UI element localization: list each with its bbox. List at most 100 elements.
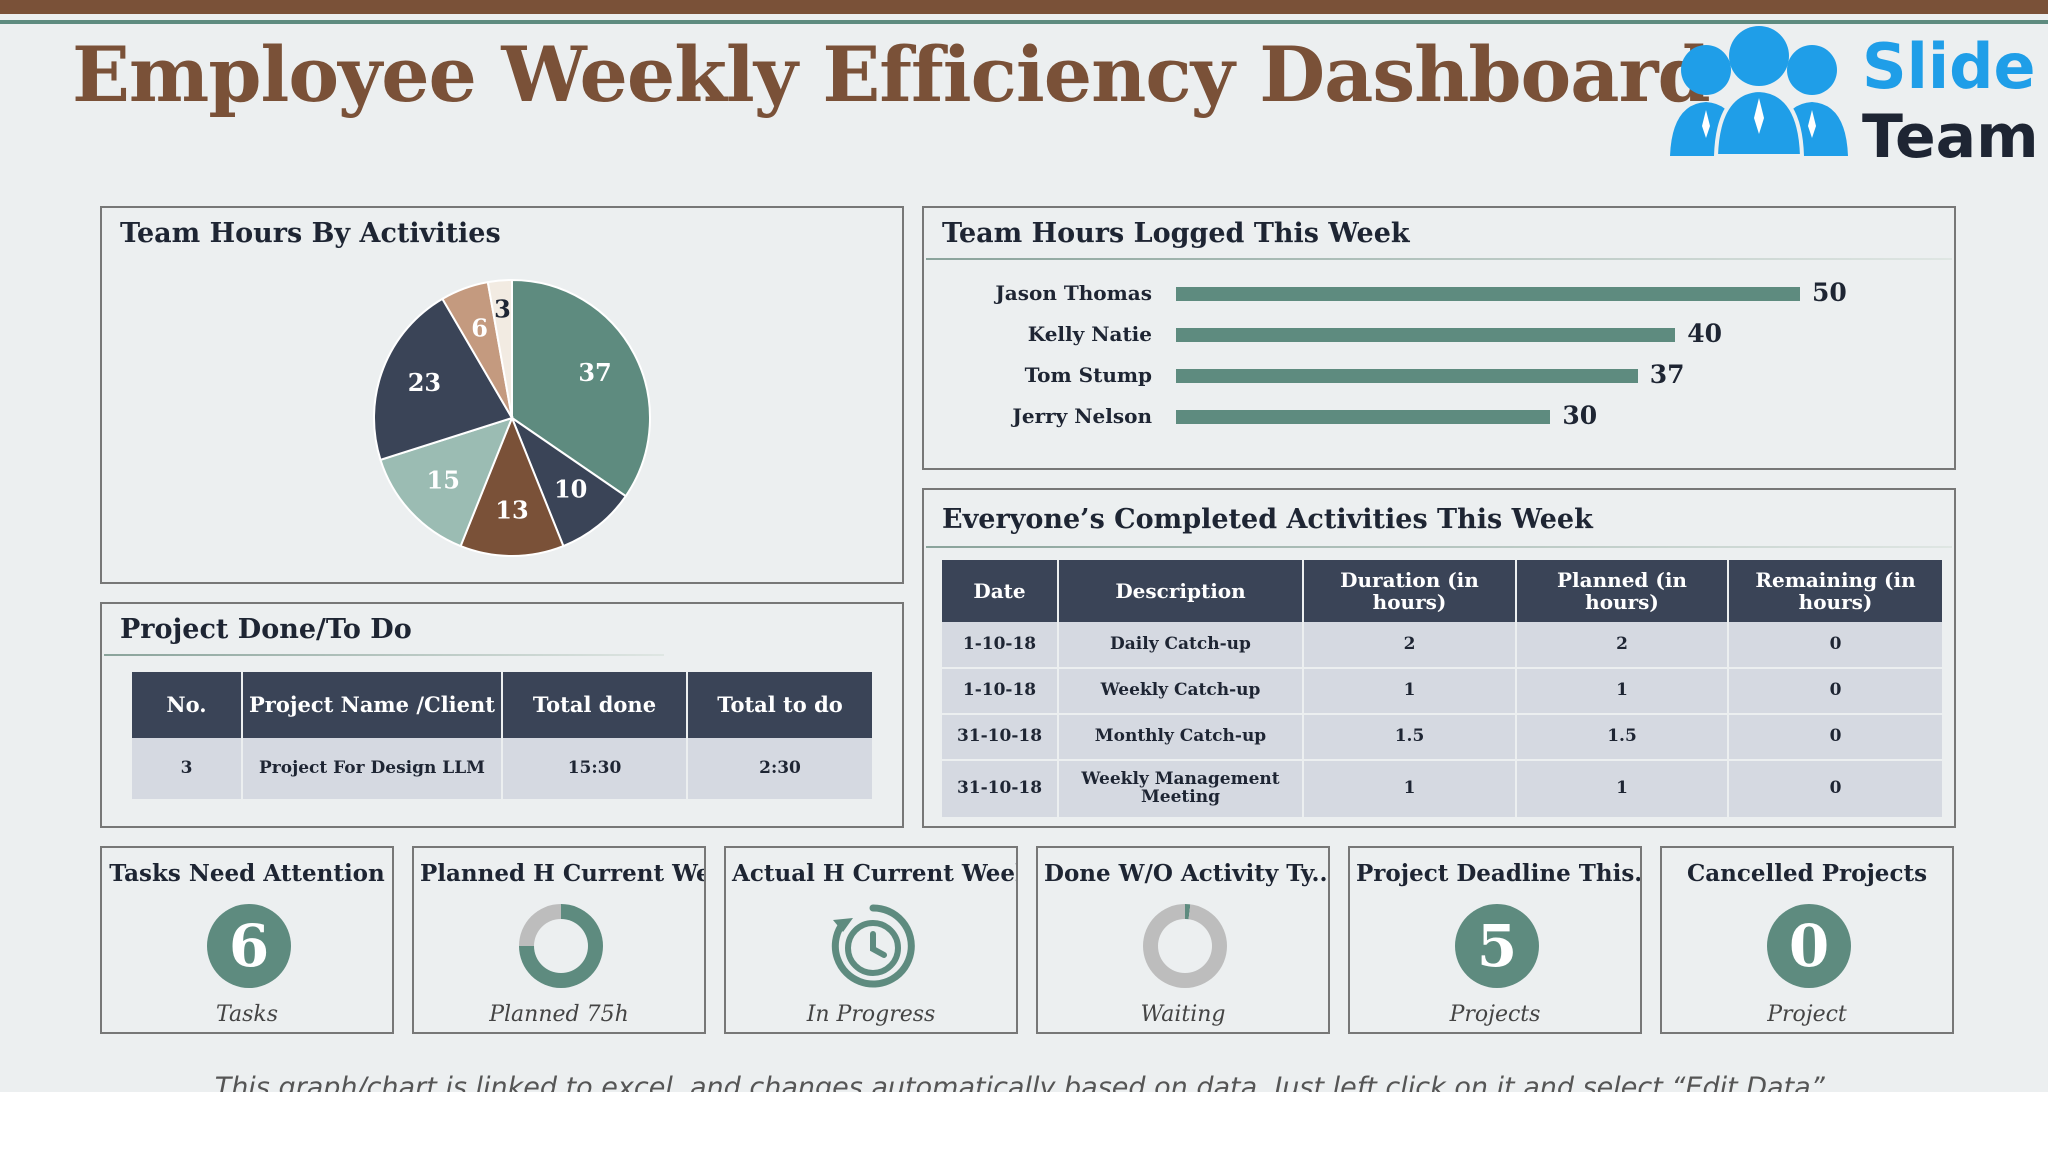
bar-category-label: Jerry Nelson [1012, 404, 1152, 428]
col-header-planned: Planned (in hours) [1516, 560, 1729, 622]
cell-remaining: 0 [1728, 622, 1942, 669]
cell-duration: 1 [1303, 668, 1517, 715]
kpi-actual-hours[interactable]: Actual H Current Week In Progress [724, 846, 1018, 1034]
pie-chart[interactable]: 37 10 13 15 23 63 [362, 268, 662, 568]
bar-category-label: Tom Stump [1024, 363, 1152, 387]
cell-planned: 1 [1516, 668, 1729, 715]
kpi-subtitle: In Progress [806, 1002, 936, 1027]
kpi-title: Planned H Current Week [420, 860, 704, 887]
col-header-no: No. [132, 672, 243, 738]
bar-data-label: 40 [1687, 319, 1722, 348]
logo-text-slide: Slide [1862, 30, 2036, 103]
footnote: This graph/chart is linked to excel, and… [214, 1072, 1834, 1092]
kpi-planned-hours[interactable]: Planned H Current Week Planned 75h [412, 846, 706, 1034]
bar-category-label: Jason Thomas [995, 281, 1152, 305]
cell-description: Weekly Catch-up [1058, 668, 1304, 715]
cell-date: 1-10-18 [942, 622, 1059, 669]
cell-description: Daily Catch-up [1058, 622, 1304, 669]
table-row: 31-10-18 Monthly Catch-up 1.5 1.5 0 [942, 714, 1942, 761]
activities-panel-title: Everyone’s Completed Activities This Wee… [942, 504, 1593, 535]
cell-planned: 1.5 [1516, 714, 1729, 761]
bar[interactable] [1176, 287, 1800, 301]
kpi-title: Cancelled Projects [1686, 860, 1928, 887]
kpi-done-without-activity[interactable]: Done W/O Activity Ty.... Waiting [1036, 846, 1330, 1034]
dashboard-slide: Employee Weekly Efficiency Dashboard Sli… [0, 0, 2048, 1092]
cell-description: Monthly Catch-up [1058, 714, 1304, 761]
kpi-project-deadline[interactable]: Project Deadline This... 5 Projects [1348, 846, 1642, 1034]
pie-data-label: 6 [471, 313, 488, 342]
projects-table: No. Project Name /Client Total done Tota… [132, 672, 872, 801]
bar[interactable] [1176, 369, 1638, 383]
cell-date: 31-10-18 [942, 760, 1059, 819]
cell-project-name: Project For Design LLM [242, 738, 503, 801]
pie-data-label: 13 [495, 495, 528, 524]
cell-remaining: 0 [1728, 668, 1942, 715]
kpi-value-badge: 0 [1767, 904, 1851, 988]
cell-planned: 2 [1516, 622, 1729, 669]
project-done-todo-panel: Project Done/To Do No. Project Name /Cli… [100, 602, 904, 828]
pie-slice[interactable] [509, 415, 628, 548]
top-accent-line [0, 20, 2048, 24]
kpi-value-badge: 5 [1455, 904, 1539, 988]
panel-divider [926, 258, 1952, 260]
activities-table: Date Description Duration (in hours) Pla… [942, 560, 1942, 819]
cell-description: Weekly Management Meeting [1058, 760, 1304, 819]
projects-panel-title: Project Done/To Do [120, 614, 412, 645]
donut-progress-icon [1143, 904, 1227, 988]
kpi-value-badge: 6 [207, 904, 291, 988]
kpi-title: Tasks Need Attention [109, 860, 385, 887]
kpi-title: Done W/O Activity Ty.... [1044, 860, 1328, 887]
panel-divider [104, 654, 664, 656]
cell-remaining: 0 [1728, 714, 1942, 761]
pie-data-label: 37 [578, 358, 611, 387]
bar-data-label: 37 [1649, 360, 1685, 389]
panel-divider [926, 546, 1952, 548]
bar-chart[interactable]: Jason Thomas 50 Kelly Natie 40 Tom Stump 37 Je… [924, 208, 1954, 468]
pie-data-label: 10 [554, 475, 587, 504]
cell-date: 1-10-18 [942, 668, 1059, 715]
bars-panel-title: Team Hours Logged This Week [942, 218, 1410, 249]
col-header-remaining: Remaining (in hours) [1728, 560, 1942, 622]
logo-text-team: Team [1862, 102, 2039, 172]
cell-no: 3 [132, 738, 243, 801]
slideteam-logo: Slide Team [1664, 26, 2039, 172]
bar[interactable] [1176, 328, 1676, 342]
kpi-subtitle: Project [1767, 1002, 1847, 1027]
kpi-title: Project Deadline This... [1356, 860, 1640, 887]
kpi-subtitle: Tasks [216, 1002, 278, 1027]
col-header-total-todo: Total to do [687, 672, 872, 738]
team-hours-by-activities-panel: Team Hours By Activities 37 10 13 15 23 6 3 [100, 206, 904, 584]
donut-progress-icon [519, 904, 603, 988]
pie-data-label: 23 [408, 368, 441, 397]
bar[interactable] [1176, 410, 1551, 424]
pie-slice[interactable] [486, 278, 513, 419]
table-row: 1-10-18 Weekly Catch-up 1 1 0 [942, 668, 1942, 715]
cell-date: 31-10-18 [942, 714, 1059, 761]
table-row: 31-10-18 Weekly Management Meeting 1 1 0 [942, 760, 1942, 819]
kpi-cancelled-projects[interactable]: Cancelled Projects 0 Project [1660, 846, 1954, 1034]
kpi-subtitle: Waiting [1140, 1002, 1226, 1027]
bar-data-label: 50 [1812, 278, 1847, 307]
cell-total-done: 15:30 [502, 738, 688, 801]
cell-duration: 1.5 [1303, 714, 1517, 761]
pie-slice[interactable] [459, 415, 565, 557]
col-header-description: Description [1058, 560, 1304, 622]
people-group-icon [1670, 26, 1848, 156]
timer-refresh-icon [831, 904, 915, 988]
page-title: Employee Weekly Efficiency Dashboard [72, 30, 1711, 119]
team-hours-logged-panel: Team Hours Logged This Week Jason Thomas… [922, 206, 1956, 470]
cell-remaining: 0 [1728, 760, 1942, 819]
cell-duration: 1 [1303, 760, 1517, 819]
pie-slice[interactable] [373, 297, 514, 462]
table-row: 1-10-18 Daily Catch-up 2 2 0 [942, 622, 1942, 669]
completed-activities-panel: Everyone’s Completed Activities This Wee… [922, 488, 1956, 828]
pie-slice[interactable] [511, 278, 651, 498]
col-header-project-name: Project Name /Client [242, 672, 503, 738]
col-header-date: Date [942, 560, 1059, 622]
kpi-subtitle: Projects [1449, 1002, 1541, 1027]
cell-planned: 1 [1516, 760, 1729, 819]
table-row: 3 Project For Design LLM 15:30 2:30 [132, 738, 872, 801]
pie-panel-title: Team Hours By Activities [120, 218, 501, 249]
kpi-tasks-need-attention[interactable]: Tasks Need Attention 6 Tasks [100, 846, 394, 1034]
col-header-duration: Duration (in hours) [1303, 560, 1517, 622]
